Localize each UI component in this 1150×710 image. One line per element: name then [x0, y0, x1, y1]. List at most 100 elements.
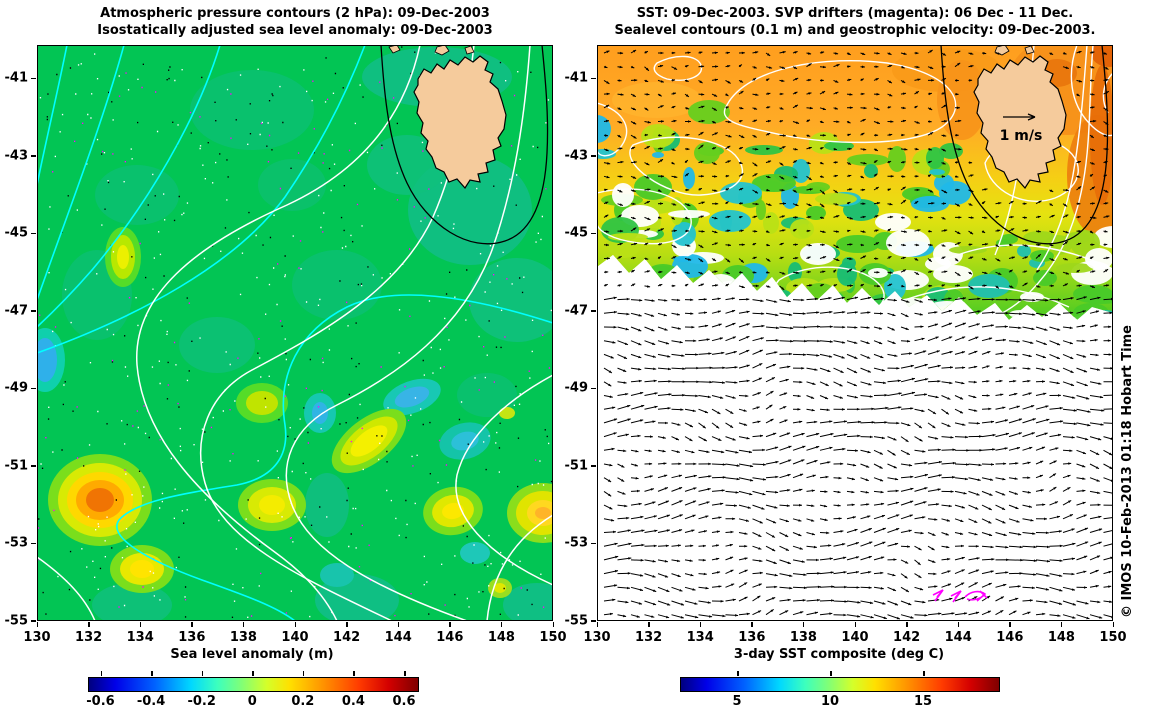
svp-drifter-track: [950, 590, 962, 603]
right-map-panel: 1 m/s: [597, 45, 1113, 621]
x-tick-mark: [699, 622, 702, 627]
island-speck: [464, 45, 475, 55]
anomaly-blob: [238, 479, 306, 531]
x-tick-label: 138: [229, 630, 257, 645]
right-panel-title-line2: Sealevel contours (0.1 m) and geostrophi…: [614, 23, 1096, 38]
y-tick-label: -53: [564, 535, 589, 551]
pressure-contour-white: [455, 374, 553, 586]
sea-level-anomaly-colorbar: [88, 677, 419, 692]
y-tick-mark: [591, 465, 596, 467]
y-tick-label: -45: [564, 225, 589, 241]
anomaly-blob: [48, 454, 152, 546]
y-tick-label: -51: [564, 458, 589, 474]
x-tick-label: 146: [436, 630, 464, 645]
x-tick-mark: [191, 622, 193, 627]
y-tick-mark: [591, 77, 596, 79]
y-tick-mark: [591, 232, 596, 235]
colorbar-tick-mark: [404, 671, 406, 676]
anomaly-blob: [236, 383, 288, 423]
sea-patch: [258, 159, 326, 211]
x-tick-label: 148: [487, 630, 515, 645]
x-tick-mark: [802, 622, 805, 627]
sea-patch: [292, 250, 382, 320]
colorbar-tick-mark: [100, 671, 102, 676]
anomaly-blob: [331, 408, 407, 474]
colorbar-tick-label: -0.6: [86, 694, 115, 709]
x-tick-label: 140: [841, 630, 869, 645]
x-tick-mark: [552, 622, 554, 627]
x-tick-mark: [36, 622, 38, 627]
colorbar-tick-label: 0.6: [392, 694, 416, 709]
x-tick-label: 130: [23, 630, 51, 645]
colorbar-tick-mark: [302, 671, 305, 676]
x-tick-mark: [854, 622, 856, 627]
y-tick-mark: [31, 465, 36, 467]
y-tick-mark: [31, 155, 36, 157]
y-tick-label: -49: [4, 380, 29, 396]
y-tick-label: -45: [4, 225, 29, 241]
tasmania-landmass: [413, 55, 507, 189]
pressure-contour-white: [285, 45, 531, 621]
sea-patch: [95, 165, 179, 225]
x-tick-label: 132: [75, 630, 103, 645]
tasmania-landmass: [973, 55, 1067, 189]
colorbar-tick-label: 15: [913, 694, 933, 709]
y-tick-mark: [591, 542, 596, 545]
colorbar-tick-label: 10: [820, 694, 840, 709]
sea-patch: [190, 70, 314, 150]
y-tick-label: -47: [564, 303, 589, 319]
pressure-contour-cyan: [37, 45, 125, 301]
anomaly-blob: [105, 227, 141, 287]
colorbar-tick-label: -0.2: [187, 694, 216, 709]
anomaly-blob: [488, 578, 512, 598]
x-tick-label: 144: [944, 630, 972, 645]
x-tick-label: 142: [893, 630, 921, 645]
sealevel-contour: [723, 59, 957, 144]
anomaly-blob: [499, 407, 515, 419]
x-tick-mark: [397, 622, 400, 627]
left-colorbar-label: Sea level anomaly (m): [170, 647, 334, 662]
x-tick-label: 136: [178, 630, 206, 645]
pressure-contour-cyan: [37, 45, 366, 354]
svp-drifter-track: [964, 590, 988, 602]
y-tick-label: -41: [564, 70, 589, 86]
y-tick-mark: [31, 542, 36, 545]
velocity-scale-label: 1 m/s: [1000, 128, 1043, 144]
velocity-scale-arrow: [1003, 113, 1036, 121]
colorbar-tick-mark: [830, 671, 832, 676]
left-panel-title-line2: Isostatically adjusted sea level anomaly…: [97, 23, 493, 38]
x-tick-mark: [242, 622, 245, 627]
x-tick-label: 134: [126, 630, 154, 645]
x-tick-mark: [1060, 622, 1063, 627]
x-tick-mark: [1112, 622, 1114, 627]
anomaly-blob: [460, 542, 490, 564]
y-tick-mark: [31, 310, 36, 312]
colorbar-tick-mark: [353, 671, 355, 676]
imos-watermark: © IMOS 10-Feb-2013 01:18 Hobart Time: [1120, 325, 1135, 618]
x-tick-label: 142: [333, 630, 361, 645]
sea-patch: [92, 583, 172, 621]
left-map-panel: [37, 45, 553, 621]
island-speck: [1024, 45, 1035, 55]
y-tick-mark: [31, 232, 36, 235]
y-tick-mark: [591, 387, 596, 390]
y-tick-label: -55: [564, 613, 589, 629]
x-tick-mark: [88, 622, 90, 627]
x-tick-label: 146: [996, 630, 1024, 645]
x-tick-label: 136: [738, 630, 766, 645]
anomaly-blob: [320, 563, 354, 587]
pressure-contour-white: [37, 556, 96, 621]
y-tick-label: -53: [4, 535, 29, 551]
x-tick-label: 130: [583, 630, 611, 645]
sea-patch: [503, 583, 553, 621]
y-tick-mark: [591, 155, 596, 157]
sea-patch: [457, 373, 517, 417]
sealevel-contour: [774, 266, 885, 318]
sealevel-contour: [958, 45, 1094, 330]
x-tick-mark: [648, 622, 650, 627]
left-panel-title-line1: Atmospheric pressure contours (2 hPa): 0…: [100, 6, 490, 21]
right-panel-title-line1: SST: 09-Dec-2003. SVP drifters (magenta)…: [636, 6, 1074, 21]
x-tick-mark: [1009, 622, 1011, 627]
x-tick-label: 138: [789, 630, 817, 645]
